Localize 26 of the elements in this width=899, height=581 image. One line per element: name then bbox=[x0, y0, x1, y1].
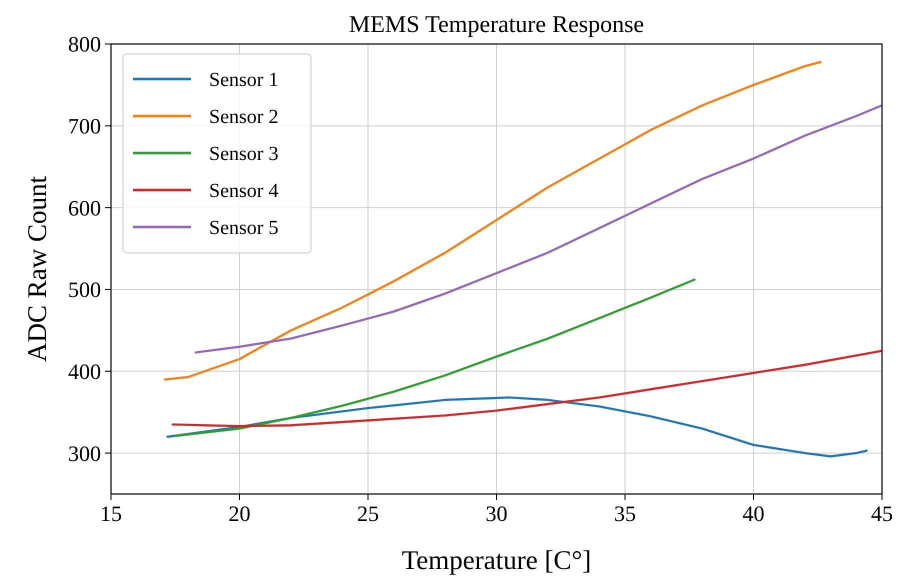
y-tick-label: 600 bbox=[68, 195, 101, 220]
x-axis-title: Temperature [C°] bbox=[402, 545, 592, 575]
y-axis-title: ADC Raw Count bbox=[22, 176, 52, 362]
legend-label: Sensor 5 bbox=[209, 217, 278, 239]
x-tick-label: 40 bbox=[742, 501, 764, 526]
legend-label: Sensor 1 bbox=[209, 69, 278, 91]
x-tick-label: 30 bbox=[486, 501, 508, 526]
line-series bbox=[166, 396, 868, 458]
y-tick-label: 800 bbox=[68, 32, 101, 57]
y-tick-label: 400 bbox=[68, 358, 101, 384]
y-tick-label: 300 bbox=[68, 440, 101, 466]
x-tick-label: 15 bbox=[100, 501, 122, 526]
y-tick-label: 700 bbox=[68, 114, 101, 139]
legend-label: Sensor 4 bbox=[209, 180, 278, 202]
x-tick-label: 25 bbox=[357, 501, 379, 526]
x-tick-label: 20 bbox=[228, 501, 250, 526]
line-series bbox=[174, 278, 696, 438]
legend-label: Sensor 3 bbox=[209, 143, 278, 165]
x-tick-label: 35 bbox=[614, 501, 636, 526]
line-series bbox=[164, 60, 822, 381]
x-tick-label: 45 bbox=[871, 501, 893, 526]
legend-label: Sensor 2 bbox=[209, 106, 278, 128]
line-series bbox=[172, 350, 882, 428]
line-series bbox=[194, 104, 882, 354]
chart-title: MEMS Temperature Response bbox=[348, 12, 644, 38]
y-tick-label: 500 bbox=[68, 277, 101, 302]
